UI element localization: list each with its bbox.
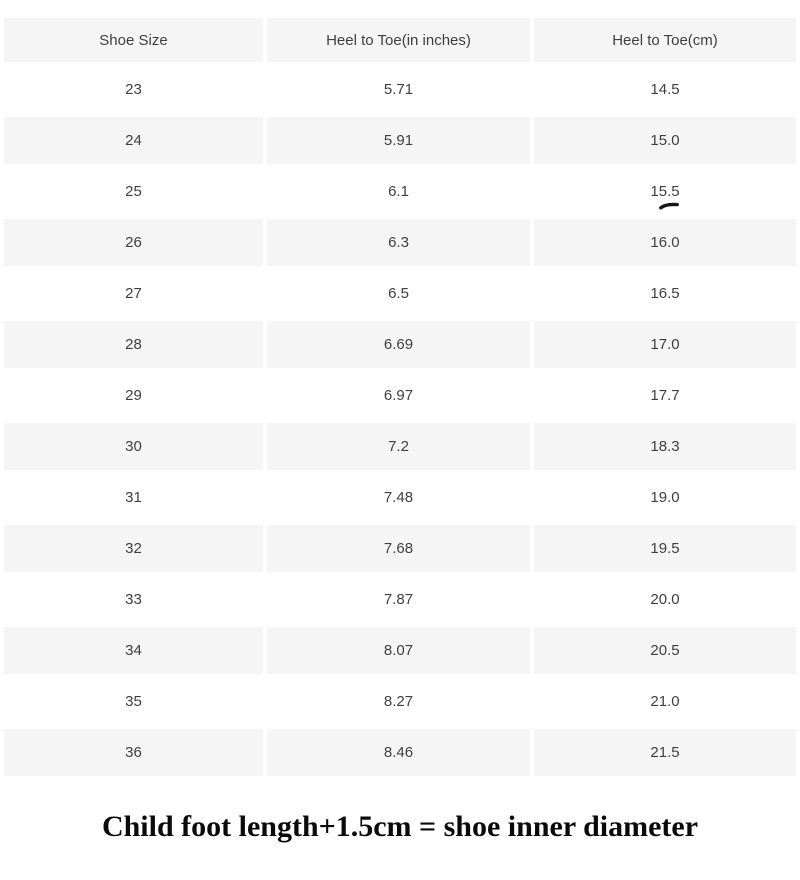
- column-header-cm: Heel to Toe(cm): [534, 18, 796, 62]
- cm-cell: 20.5: [534, 627, 796, 674]
- cm-cell: 18.3: [534, 423, 796, 470]
- size-formula-note: Child foot length+1.5cm = shoe inner dia…: [101, 810, 699, 843]
- cm-cell: 16.0: [534, 219, 796, 266]
- inches-cell: 5.71: [267, 66, 530, 113]
- inches-cell: 6.3: [267, 219, 530, 266]
- inches-cell: 7.68: [267, 525, 530, 572]
- table-row: 28 6.69 17.0: [4, 321, 796, 368]
- cm-cell: 20.0: [534, 576, 796, 623]
- table-row: 26 6.3 16.0: [4, 219, 796, 266]
- inches-cell: 6.69: [267, 321, 530, 368]
- cm-cell: 14.5: [534, 66, 796, 113]
- cm-cell: 15.5: [534, 168, 796, 215]
- cm-value: 15.5: [650, 183, 680, 200]
- cm-cell: 17.7: [534, 372, 796, 419]
- cm-cell: 21.0: [534, 678, 796, 725]
- table-row: 24 5.91 15.0: [4, 117, 796, 164]
- inches-cell: 8.46: [267, 729, 530, 776]
- table-row: 32 7.68 19.5: [4, 525, 796, 572]
- shoe-size-cell: 30: [4, 423, 263, 470]
- shoe-size-cell: 28: [4, 321, 263, 368]
- column-header-inches: Heel to Toe(in inches): [267, 18, 530, 62]
- cm-cell: 19.0: [534, 474, 796, 521]
- inches-cell: 7.2: [267, 423, 530, 470]
- column-header-shoe-size: Shoe Size: [4, 18, 263, 62]
- table-body: 23 5.71 14.5 24 5.91 15.0 25 6.1 15.5 26…: [4, 66, 796, 776]
- table-row: 30 7.2 18.3: [4, 423, 796, 470]
- header-row: Shoe Size Heel to Toe(in inches) Heel to…: [4, 18, 796, 62]
- table-row: 31 7.48 19.0: [4, 474, 796, 521]
- cm-cell: 21.5: [534, 729, 796, 776]
- shoe-size-table: Shoe Size Heel to Toe(in inches) Heel to…: [0, 14, 800, 780]
- inches-cell: 7.48: [267, 474, 530, 521]
- inches-cell: 7.87: [267, 576, 530, 623]
- inches-cell: 6.1: [267, 168, 530, 215]
- pen-mark-annotation: [659, 202, 679, 210]
- table-row: 36 8.46 21.5: [4, 729, 796, 776]
- table-row: 25 6.1 15.5: [4, 168, 796, 215]
- inches-cell: 5.91: [267, 117, 530, 164]
- shoe-size-cell: 26: [4, 219, 263, 266]
- shoe-size-cell: 33: [4, 576, 263, 623]
- table-row: 34 8.07 20.5: [4, 627, 796, 674]
- table-header: Shoe Size Heel to Toe(in inches) Heel to…: [4, 18, 796, 62]
- shoe-size-cell: 31: [4, 474, 263, 521]
- inches-cell: 6.5: [267, 270, 530, 317]
- table-row: 35 8.27 21.0: [4, 678, 796, 725]
- cm-cell: 19.5: [534, 525, 796, 572]
- table-row: 33 7.87 20.0: [4, 576, 796, 623]
- cm-cell: 17.0: [534, 321, 796, 368]
- inches-cell: 8.27: [267, 678, 530, 725]
- shoe-size-cell: 34: [4, 627, 263, 674]
- table-row: 27 6.5 16.5: [4, 270, 796, 317]
- shoe-size-cell: 29: [4, 372, 263, 419]
- shoe-size-cell: 24: [4, 117, 263, 164]
- shoe-size-cell: 27: [4, 270, 263, 317]
- cm-cell: 16.5: [534, 270, 796, 317]
- table-row: 29 6.97 17.7: [4, 372, 796, 419]
- cm-cell: 15.0: [534, 117, 796, 164]
- shoe-size-cell: 32: [4, 525, 263, 572]
- shoe-size-cell: 35: [4, 678, 263, 725]
- shoe-size-cell: 23: [4, 66, 263, 113]
- inches-cell: 6.97: [267, 372, 530, 419]
- table-row: 23 5.71 14.5: [4, 66, 796, 113]
- shoe-size-cell: 36: [4, 729, 263, 776]
- inches-cell: 8.07: [267, 627, 530, 674]
- shoe-size-cell: 25: [4, 168, 263, 215]
